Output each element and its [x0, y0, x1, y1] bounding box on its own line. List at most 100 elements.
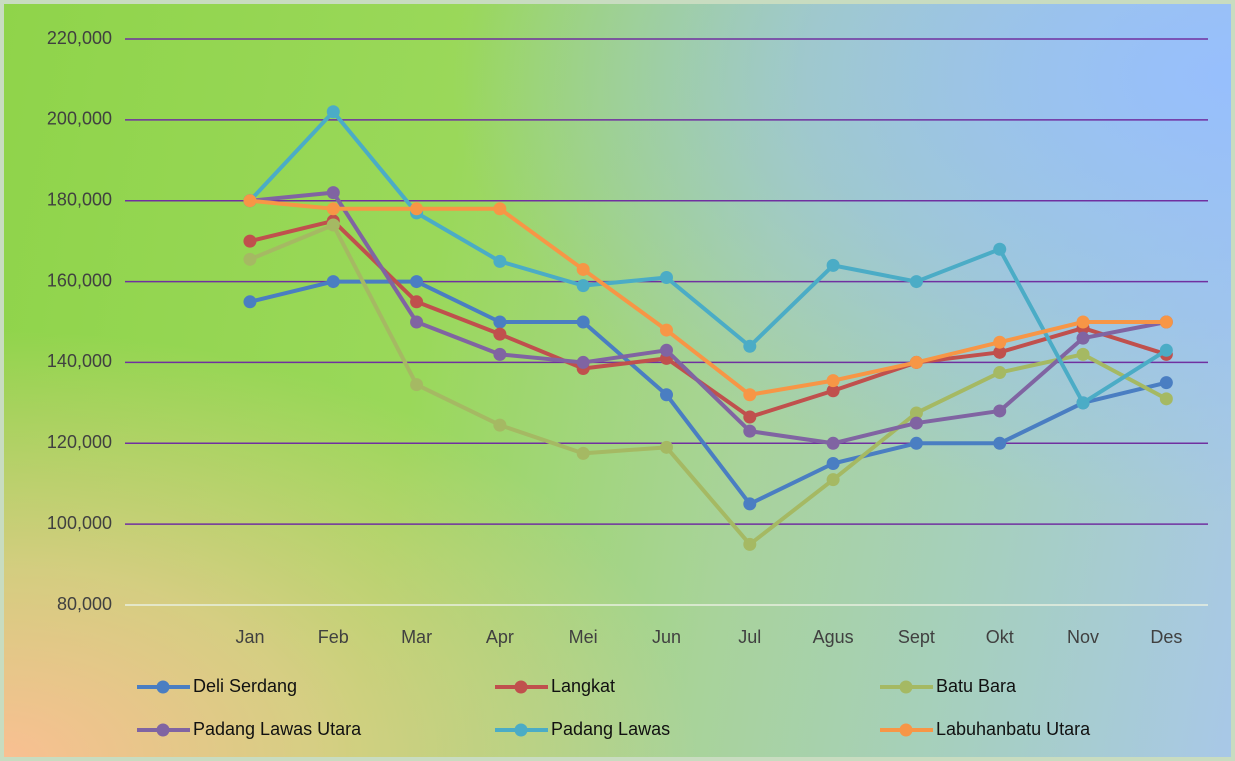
- series-line: [248, 109, 1168, 405]
- data-point: [993, 335, 1007, 349]
- legend-label: Deli Serdang: [193, 676, 297, 696]
- y-tick-label: 100,000: [47, 513, 112, 533]
- y-tick-label: 200,000: [47, 109, 112, 129]
- legend-marker: [156, 680, 170, 694]
- data-point: [993, 366, 1007, 380]
- data-point: [826, 374, 840, 388]
- data-point: [493, 254, 507, 268]
- data-point: [660, 388, 673, 402]
- series-line: [249, 222, 1168, 547]
- data-point: [909, 275, 923, 289]
- y-tick-label: 140,000: [47, 351, 112, 371]
- y-tick-label: 160,000: [47, 270, 112, 290]
- data-point: [410, 378, 424, 392]
- data-point: [1076, 331, 1090, 345]
- data-point: [576, 355, 590, 369]
- data-point: [743, 339, 757, 353]
- legend-label: Batu Bara: [936, 676, 1017, 696]
- x-tick-label: Mar: [401, 627, 432, 647]
- data-point: [410, 295, 424, 309]
- x-tick-label: Agus: [813, 627, 854, 647]
- x-tick-label: Jan: [235, 627, 264, 647]
- data-point: [826, 384, 840, 398]
- data-point: [909, 436, 923, 450]
- series-line: [249, 198, 1167, 397]
- data-point: [743, 410, 757, 424]
- legend-label: Padang Lawas: [551, 719, 670, 739]
- data-point: [410, 275, 424, 289]
- data-point: [576, 279, 590, 293]
- x-tick-label: Mei: [569, 627, 598, 647]
- x-tick-label: Apr: [486, 627, 514, 647]
- data-point: [660, 271, 673, 285]
- x-tick-label: Feb: [318, 627, 349, 647]
- data-point: [826, 258, 840, 272]
- data-point: [743, 424, 757, 438]
- data-point: [660, 440, 673, 454]
- data-point: [410, 315, 424, 329]
- legend-label: Padang Lawas Utara: [193, 719, 362, 739]
- legend-marker: [156, 723, 170, 737]
- legend-label: Langkat: [551, 676, 615, 696]
- data-point: [909, 416, 923, 430]
- data-point: [1076, 347, 1090, 361]
- data-point: [493, 315, 507, 329]
- data-point: [909, 355, 923, 369]
- data-point: [493, 418, 507, 432]
- data-point: [493, 327, 507, 341]
- data-point: [326, 202, 340, 216]
- legend-marker: [899, 680, 913, 694]
- data-point: [576, 262, 590, 276]
- data-point: [909, 406, 923, 420]
- data-point: [993, 345, 1007, 359]
- data-point: [660, 343, 673, 357]
- x-tick-label: Jun: [652, 627, 681, 647]
- data-point: [243, 295, 257, 309]
- y-tick-label: 80,000: [57, 594, 112, 614]
- data-point: [826, 473, 840, 487]
- series-line: [249, 190, 1167, 446]
- x-tick-label: Jul: [738, 627, 761, 647]
- data-point: [493, 347, 507, 361]
- data-point: [743, 388, 757, 402]
- data-point: [326, 275, 340, 289]
- data-point: [1159, 376, 1173, 390]
- data-point: [576, 446, 590, 460]
- x-tick-label: Nov: [1067, 627, 1099, 647]
- data-point: [1159, 315, 1173, 329]
- data-point: [743, 537, 757, 551]
- data-point: [410, 202, 424, 216]
- y-tick-label: 180,000: [47, 189, 112, 209]
- y-tick-label: 220,000: [47, 28, 112, 48]
- data-point: [326, 105, 340, 119]
- data-point: [993, 404, 1007, 418]
- data-point: [1159, 343, 1173, 357]
- data-point: [1159, 392, 1173, 406]
- data-point: [243, 234, 257, 248]
- x-tick-label: Des: [1150, 627, 1182, 647]
- legend-label: Labuhanbatu Utara: [936, 719, 1091, 739]
- legend-marker: [514, 680, 528, 694]
- y-tick-label: 120,000: [47, 432, 112, 452]
- legend-marker: [899, 723, 913, 737]
- data-point: [826, 457, 840, 470]
- data-point: [326, 218, 340, 232]
- data-point: [660, 323, 673, 337]
- series-line: [249, 218, 1167, 420]
- data-point: [743, 497, 757, 511]
- data-point: [993, 436, 1007, 450]
- data-point: [243, 252, 257, 266]
- data-point: [493, 202, 507, 216]
- data-point: [1076, 396, 1090, 410]
- legend-marker: [514, 723, 528, 737]
- data-point: [826, 436, 840, 450]
- data-point: [1076, 315, 1090, 329]
- data-point: [326, 186, 340, 200]
- data-point: [576, 315, 590, 329]
- data-point: [243, 194, 257, 208]
- x-tick-label: Okt: [986, 627, 1014, 647]
- series-line: [249, 279, 1167, 506]
- x-tick-label: Sept: [898, 627, 935, 647]
